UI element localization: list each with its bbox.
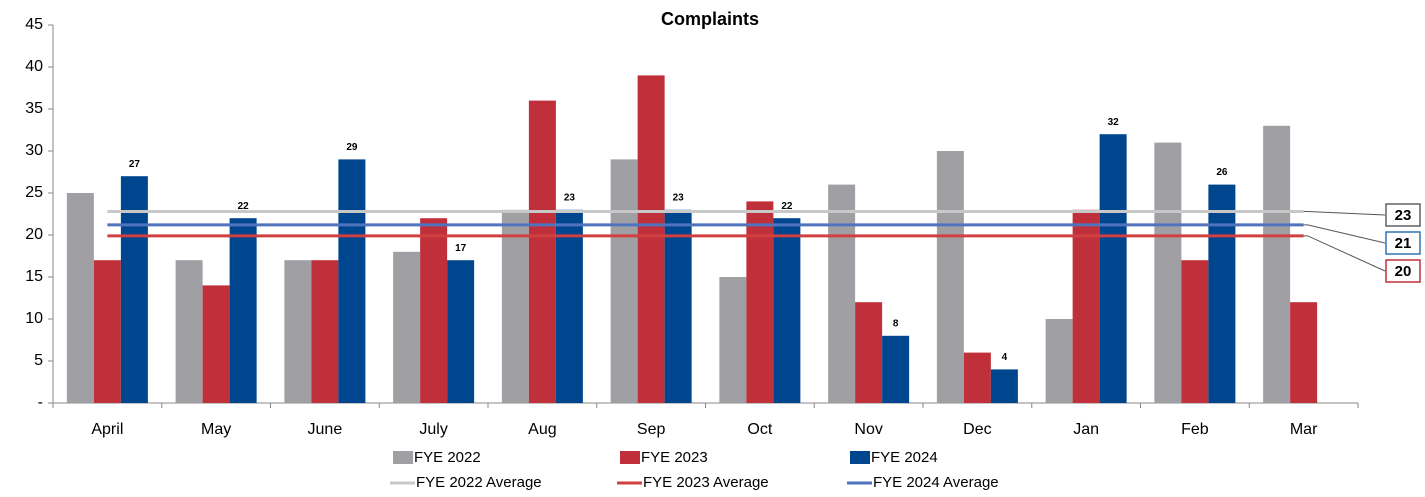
bar — [1099, 134, 1127, 403]
legend-swatch — [850, 451, 870, 464]
callout-connector — [1303, 224, 1386, 244]
value-label: 32 — [1108, 117, 1120, 128]
y-tick-label: - — [38, 394, 43, 411]
y-tick-label: 30 — [25, 142, 43, 159]
bar — [828, 184, 856, 403]
value-label: 22 — [781, 201, 793, 212]
bar — [1263, 125, 1291, 404]
x-tick-label: Feb — [1181, 421, 1209, 438]
bar — [610, 159, 638, 403]
x-tick-label: Nov — [854, 421, 882, 438]
legend-swatch — [620, 451, 640, 464]
bar — [664, 209, 692, 403]
bar — [555, 209, 583, 403]
x-tick-label: May — [201, 421, 231, 438]
legend-label: FYE 2024 — [871, 449, 938, 466]
chart-title: Complaints — [661, 9, 759, 29]
value-label: 29 — [346, 142, 358, 153]
value-label: 23 — [673, 192, 685, 203]
bar — [1045, 319, 1073, 403]
x-tick-label: Dec — [963, 421, 991, 438]
legend-label: FYE 2024 Average — [873, 474, 999, 491]
bar — [175, 260, 203, 403]
value-label: 8 — [893, 318, 899, 329]
bar — [637, 75, 665, 404]
x-tick-label: Aug — [528, 421, 556, 438]
callout-label: 21 — [1395, 235, 1412, 252]
y-tick-label: 20 — [25, 226, 43, 243]
legend-swatch — [393, 451, 413, 464]
bar — [1208, 184, 1236, 403]
bar — [93, 260, 121, 403]
y-tick-label: 5 — [34, 352, 43, 369]
bar — [963, 352, 991, 403]
bar — [719, 277, 747, 403]
bar — [501, 209, 529, 403]
bar — [855, 302, 883, 403]
y-tick-label: 35 — [25, 100, 43, 117]
callout-connector — [1303, 210, 1386, 216]
y-tick-label: 40 — [25, 58, 43, 75]
callout-box — [1385, 259, 1421, 283]
y-tick-label: 25 — [25, 184, 43, 201]
x-tick-label: Jan — [1073, 421, 1099, 438]
x-tick-label: Oct — [747, 421, 772, 438]
bar — [66, 193, 94, 403]
y-tick-label: 10 — [25, 310, 43, 327]
y-tick-label: 15 — [25, 268, 43, 285]
x-tick-label: July — [419, 421, 447, 438]
x-tick-label: April — [91, 421, 123, 438]
bar — [1181, 260, 1209, 403]
legend-label: FYE 2023 Average — [643, 474, 769, 491]
bar — [284, 260, 312, 403]
value-label: 17 — [455, 243, 467, 254]
callout-box — [1385, 203, 1421, 227]
bar — [393, 251, 421, 403]
legend-label: FYE 2022 Average — [416, 474, 542, 491]
bar — [746, 201, 774, 403]
callout-label: 20 — [1395, 263, 1412, 280]
value-label: 26 — [1216, 167, 1228, 178]
bar — [338, 159, 366, 403]
legend-label: FYE 2022 — [414, 449, 481, 466]
bar — [420, 218, 448, 403]
x-tick-label: Mar — [1290, 421, 1318, 438]
x-tick-label: Sep — [637, 421, 666, 438]
bar — [1072, 209, 1100, 403]
bar — [773, 218, 801, 403]
bar — [229, 218, 257, 403]
callout-connector — [1303, 235, 1386, 272]
x-tick-label: June — [308, 421, 343, 438]
value-label: 22 — [238, 201, 250, 212]
bar — [1154, 142, 1182, 403]
bar — [528, 100, 556, 403]
callout-box — [1385, 231, 1421, 255]
callout-label: 23 — [1395, 207, 1412, 224]
bar — [882, 335, 910, 403]
bar — [120, 176, 148, 403]
legend-label: FYE 2023 — [641, 449, 708, 466]
bar — [202, 285, 230, 403]
bar — [1290, 302, 1318, 403]
value-label: 27 — [129, 159, 141, 170]
y-tick-label: 45 — [25, 16, 43, 33]
bar — [447, 260, 475, 403]
bar — [936, 151, 964, 403]
bar — [990, 369, 1018, 403]
value-label: 23 — [564, 192, 576, 203]
value-label: 4 — [1002, 352, 1008, 363]
bar — [311, 260, 339, 403]
